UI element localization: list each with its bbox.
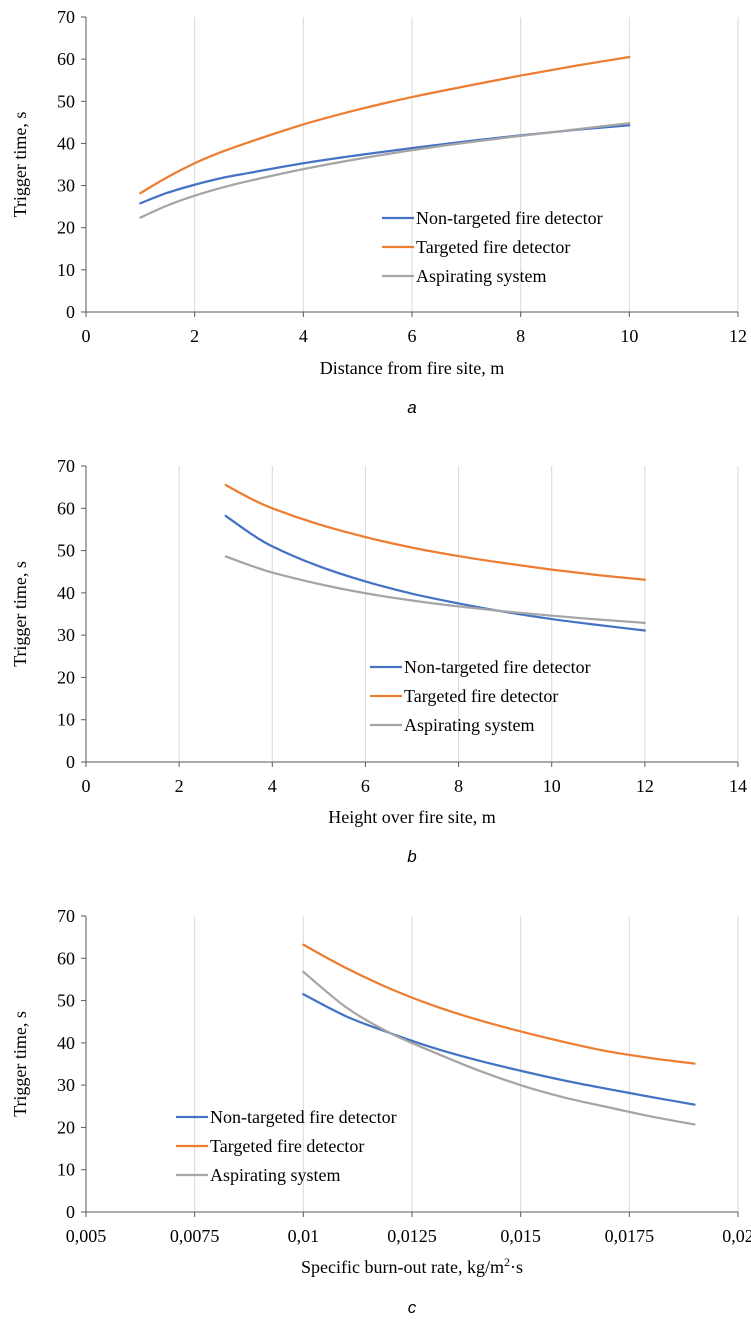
y-tick-label: 40 [57, 583, 75, 603]
y-tick-label: 70 [57, 906, 75, 926]
y-tick-label: 20 [57, 1117, 75, 1137]
y-tick-label: 70 [57, 456, 75, 476]
x-tick-label: 0,01 [288, 1226, 320, 1246]
x-axis-label: Specific burn-out rate, kg/m2·s [301, 1255, 523, 1277]
legend: Non-targeted fire detector Targeted fire … [370, 657, 591, 735]
chart-b: 0 10 20 30 40 50 60 70 0 2 4 6 8 10 12 14 Trigger time, … [10, 456, 747, 866]
x-tick-label: 12 [729, 326, 747, 346]
legend: Non-targeted fire detector Targeted fire … [176, 1107, 397, 1185]
y-axis-label: Trigger time, s [10, 1011, 30, 1117]
y-tick-label: 70 [57, 7, 75, 27]
x-axis-label-main: Specific burn-out rate, kg/m [301, 1257, 504, 1277]
x-axis-label: Distance from fire site, m [320, 358, 504, 378]
x-tick-label: 0,0125 [387, 1226, 437, 1246]
legend-entry: Aspirating system [210, 1165, 341, 1185]
x-tick-label: 0,02 [722, 1226, 751, 1246]
y-tick-label: 60 [57, 49, 75, 69]
x-tick-label: 2 [175, 776, 184, 796]
legend-entry: Targeted fire detector [404, 686, 558, 706]
x-tick-label: 10 [543, 776, 561, 796]
x-tick-label: 14 [729, 776, 747, 796]
y-tick-label: 30 [57, 625, 75, 645]
x-tick-label: 12 [636, 776, 654, 796]
x-tick-label: 6 [408, 326, 417, 346]
chart-a: 0 10 20 30 40 50 60 70 0 2 4 6 8 10 12 Trigger time, s D… [10, 7, 747, 417]
y-tick-label: 40 [57, 1033, 75, 1053]
x-tick-label: 0 [82, 776, 91, 796]
x-tick-label: 4 [268, 776, 277, 796]
series-line-non-targeted [139, 124, 631, 205]
x-tick-label: 4 [299, 326, 308, 346]
series-line-targeted [302, 943, 696, 1065]
series-line-aspirating [224, 555, 646, 625]
x-tick-label: 0,005 [66, 1226, 107, 1246]
y-tick-label: 60 [57, 948, 75, 968]
x-axis-label-superscript: 2 [504, 1255, 510, 1269]
y-tick-label: 0 [66, 302, 75, 322]
y-tick-label: 0 [66, 1202, 75, 1222]
legend-entry: Aspirating system [404, 715, 535, 735]
y-tick-label: 10 [57, 1160, 75, 1180]
y-tick-label: 30 [57, 1075, 75, 1095]
x-tick-label: 0,0075 [170, 1226, 220, 1246]
y-axis-label: Trigger time, s [10, 561, 30, 667]
chart-caption: a [407, 398, 416, 417]
x-tick-label: 2 [190, 326, 199, 346]
y-tick-label: 50 [57, 91, 75, 111]
series-line-targeted [139, 55, 631, 195]
series-line-aspirating [139, 122, 631, 219]
y-tick-label: 20 [57, 218, 75, 238]
x-tick-label: 8 [516, 326, 525, 346]
series-line-non-targeted [302, 993, 696, 1106]
x-tick-label: 6 [361, 776, 370, 796]
x-tick-label: 0,0175 [605, 1226, 655, 1246]
legend-entry: Targeted fire detector [210, 1136, 364, 1156]
x-axis-label-main: Height over fire site, m [328, 807, 495, 827]
chart-caption: b [407, 847, 416, 866]
y-tick-label: 50 [57, 991, 75, 1011]
series-line-non-targeted [224, 514, 646, 632]
chart-caption: c [408, 1298, 417, 1317]
x-tick-label: 8 [454, 776, 463, 796]
y-tick-label: 0 [66, 752, 75, 772]
y-tick-label: 10 [57, 260, 75, 280]
x-tick-label: 0 [82, 326, 91, 346]
x-axis-label-main: Distance from fire site, m [320, 358, 504, 378]
legend-entry: Non-targeted fire detector [404, 657, 591, 677]
series-line-targeted [224, 483, 646, 581]
x-tick-label: 0,015 [500, 1226, 541, 1246]
legend-entry: Aspirating system [416, 266, 547, 286]
legend-entry: Targeted fire detector [416, 237, 570, 257]
y-tick-label: 30 [57, 176, 75, 196]
series-line-aspirating [302, 970, 696, 1126]
legend-entry: Non-targeted fire detector [210, 1107, 397, 1127]
x-axis-label: Height over fire site, m [328, 807, 495, 827]
y-axis-label: Trigger time, s [10, 112, 30, 218]
y-tick-label: 50 [57, 541, 75, 561]
x-axis-label-tail: ·s [510, 1257, 523, 1277]
x-tick-label: 10 [620, 326, 638, 346]
y-tick-label: 10 [57, 710, 75, 730]
chart-c: 0 10 20 30 40 50 60 70 0,005 0,0075 0,01 0,0125 0,01… [10, 906, 751, 1317]
legend: Non-targeted fire detector Targeted fire … [382, 208, 603, 286]
legend-entry: Non-targeted fire detector [416, 208, 603, 228]
y-tick-label: 40 [57, 133, 75, 153]
y-tick-label: 60 [57, 498, 75, 518]
y-tick-label: 20 [57, 667, 75, 687]
